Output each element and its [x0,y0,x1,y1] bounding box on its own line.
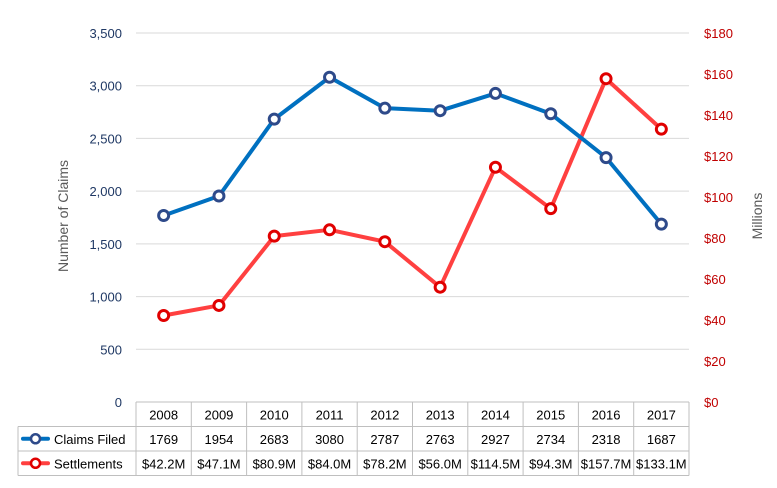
y2-tick-label: $0 [704,395,718,410]
y-tick-label: 3,500 [89,26,122,41]
data-point [157,308,171,322]
legend-marker [29,457,42,469]
x-category-label: 2015 [536,407,565,422]
data-point [212,189,226,203]
data-table: 2008 2009 2010 2011 2012 2013 2014 2015 2016 2017… [17,401,690,476]
table-cell: 2927 [481,432,510,447]
x-category-label: 2012 [370,407,399,422]
x-category-label: 2011 [316,407,344,422]
y-axis-right: $0 $20 $40 $60 $80 $100 $120 $140 $160 $180 [704,26,733,410]
y2-tick-label: $120 [704,149,733,164]
legend-label: Claims Filed [54,432,126,447]
legend-marker [29,433,42,445]
data-point [323,223,337,237]
data-point [378,235,392,249]
series-line [161,76,664,318]
table-cell: $78.2M [363,456,406,471]
legend-label: Settlements [54,456,123,471]
data-point [599,151,613,165]
series-lines [157,70,668,322]
data-point [212,298,226,312]
data-point [433,104,447,118]
data-point [157,208,171,222]
y-tick-label: 1,500 [89,237,122,252]
y-tick-label: 1,000 [89,290,122,305]
table-cell: $84.0M [308,456,351,471]
x-category-label: 2016 [592,407,621,422]
table-cell: 1687 [647,432,676,447]
data-point [488,86,502,100]
y2-tick-label: $160 [704,67,733,82]
data-point [488,160,502,174]
data-point [433,280,447,294]
x-category-label: 2017 [647,407,676,422]
series-claims-filed [157,70,668,231]
table-cell: 2318 [592,432,621,447]
y2-axis-title: Millions [749,193,765,240]
table-cell: $56.0M [418,456,461,471]
table-cell: 2683 [260,432,289,447]
table-cell: $157.7M [581,456,632,471]
table-cell: $94.3M [529,456,572,471]
y-tick-label: 0 [115,395,122,410]
gridlines [136,32,689,403]
y2-tick-label: $40 [704,313,726,328]
data-point [654,122,668,136]
data-point [544,202,558,216]
data-point [599,72,613,86]
x-category-label: 2008 [149,407,178,422]
y-tick-label: 2,500 [89,131,122,146]
y2-tick-label: $180 [704,26,733,41]
x-category-label: 2013 [426,407,455,422]
data-point [267,112,281,126]
y2-tick-label: $140 [704,108,733,123]
table-cell: $114.5M [471,456,521,471]
series-settlements [157,72,668,322]
table-cell: 2734 [536,432,565,447]
x-category-label: 2009 [204,407,233,422]
data-point [378,101,392,115]
table-cell: $80.9M [253,456,296,471]
table-cell: 2787 [370,432,399,447]
y2-tick-label: $20 [704,354,726,369]
x-category-label: 2014 [481,407,510,422]
table-cell: $133.1M [636,456,687,471]
y2-tick-label: $60 [704,272,726,287]
table-cell: 2763 [426,432,455,447]
y2-tick-label: $80 [704,231,726,246]
y-tick-label: 2,000 [89,184,122,199]
data-point [654,217,668,231]
x-category-label: 2010 [260,407,289,422]
table-cell: $47.1M [197,456,240,471]
table-cell: $42.2M [142,456,185,471]
y-axis-left: 0 500 1,000 1,500 2,000 2,500 3,000 3,500 [89,26,122,410]
data-point [267,229,281,243]
series-line [161,75,664,227]
data-point [323,70,337,84]
y-axis-title: Number of Claims [55,160,71,272]
y-tick-label: 500 [100,342,122,357]
table-cell: 3080 [315,432,344,447]
table-cell: 1954 [204,432,233,447]
y-tick-label: 3,000 [89,79,122,94]
table-cell: 1769 [149,432,178,447]
data-point [544,107,558,121]
y2-tick-label: $100 [704,190,733,205]
